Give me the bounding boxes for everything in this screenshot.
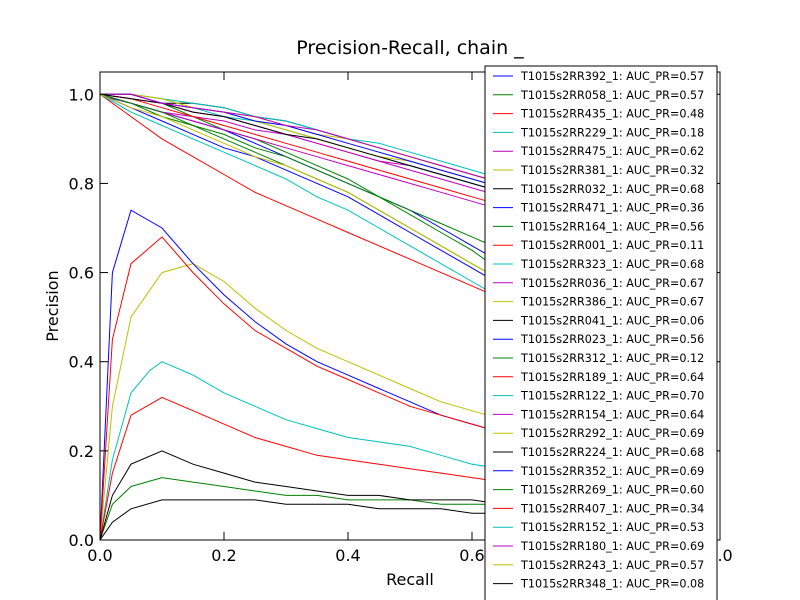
legend-entry-11: T1015s2RR036_1: AUC_PR=0.67: [520, 277, 704, 290]
legend-entry-12: T1015s2RR386_1: AUC_PR=0.67: [520, 296, 704, 309]
plot-frame: [99, 71, 721, 541]
legend-entry-3: T1015s2RR229_1: AUC_PR=0.18: [520, 126, 704, 139]
x-tick-label: 0.0: [87, 546, 112, 565]
legend-entry-24: T1015s2RR152_1: AUC_PR=0.53: [520, 521, 704, 534]
legend-entry-19: T1015s2RR292_1: AUC_PR=0.69: [520, 427, 704, 440]
y-tick-label: 0.6: [69, 264, 94, 283]
legend-entry-25: T1015s2RR180_1: AUC_PR=0.69: [520, 540, 704, 553]
y-tick-label: 0.4: [69, 353, 94, 372]
y-tick-label: 0.8: [69, 174, 94, 193]
x-axis-label: Recall: [386, 570, 434, 589]
x-tick-label: 0.2: [211, 546, 236, 565]
legend-entry-16: T1015s2RR189_1: AUC_PR=0.64: [520, 371, 704, 384]
legend-entry-26: T1015s2RR243_1: AUC_PR=0.57: [520, 559, 704, 572]
legend-entry-0: T1015s2RR392_1: AUC_PR=0.57: [520, 70, 704, 83]
legend-entry-5: T1015s2RR381_1: AUC_PR=0.32: [520, 164, 704, 177]
legend-entry-7: T1015s2RR471_1: AUC_PR=0.36: [520, 202, 704, 215]
legend-box: [484, 65, 718, 600]
legend-entry-9: T1015s2RR001_1: AUC_PR=0.11: [520, 239, 704, 252]
y-axis-label: Precision: [43, 270, 62, 341]
legend-entry-2: T1015s2RR435_1: AUC_PR=0.48: [520, 108, 704, 121]
legend-entry-13: T1015s2RR041_1: AUC_PR=0.06: [520, 314, 704, 327]
legend-entry-1: T1015s2RR058_1: AUC_PR=0.57: [520, 89, 704, 102]
y-tick-label: 0.2: [69, 442, 94, 461]
legend-entry-4: T1015s2RR475_1: AUC_PR=0.62: [520, 145, 704, 158]
legend-entry-8: T1015s2RR164_1: AUC_PR=0.56: [520, 220, 704, 233]
chart-title: Precision-Recall, chain _: [296, 37, 524, 59]
y-tick-label: 1.0: [69, 85, 94, 104]
legend-entry-14: T1015s2RR023_1: AUC_PR=0.56: [520, 333, 704, 346]
legend-entry-23: T1015s2RR407_1: AUC_PR=0.34: [520, 502, 704, 515]
legend-entry-18: T1015s2RR154_1: AUC_PR=0.64: [520, 408, 704, 421]
legend-entry-10: T1015s2RR323_1: AUC_PR=0.68: [520, 258, 704, 271]
y-tick-label: 0.0: [69, 531, 94, 550]
legend-entry-21: T1015s2RR352_1: AUC_PR=0.69: [520, 465, 704, 478]
x-tick-label: 0.4: [335, 546, 360, 565]
legend: T1015s2RR392_1: AUC_PR=0.57 T1015s2RR058_…: [484, 65, 718, 600]
legend-entry-22: T1015s2RR269_1: AUC_PR=0.60: [520, 484, 704, 497]
legend-entry-27: T1015s2RR348_1: AUC_PR=0.08: [520, 578, 704, 591]
legend-entry-17: T1015s2RR122_1: AUC_PR=0.70: [520, 390, 704, 403]
legend-entry-15: T1015s2RR312_1: AUC_PR=0.12: [520, 352, 704, 365]
legend-entry-20: T1015s2RR224_1: AUC_PR=0.68: [520, 446, 704, 459]
x-tick-label: 0.6: [459, 546, 484, 565]
legend-entry-6: T1015s2RR032_1: AUC_PR=0.68: [520, 183, 704, 196]
